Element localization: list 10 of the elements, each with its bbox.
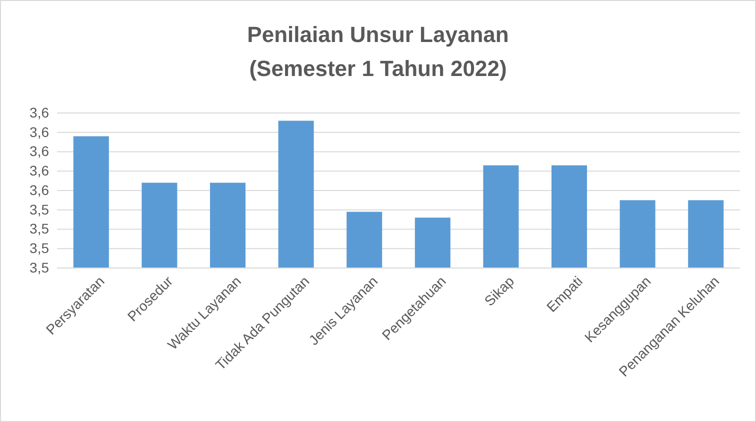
y-tick-label: 3,5 — [30, 240, 50, 256]
chart-title: Penilaian Unsur Layanan (Semester 1 Tahun 2022) — [247, 22, 509, 81]
y-tick-label: 3,6 — [30, 124, 50, 140]
y-tick-label: 3,6 — [30, 182, 50, 198]
y-tick-label: 3,6 — [30, 104, 50, 120]
y-tick-label: 3,5 — [30, 259, 50, 276]
y-tick-label: 3,5 — [30, 201, 50, 218]
y-tick-label: 3,6 — [30, 162, 50, 179]
y-tick-label: 3,5 — [30, 220, 50, 237]
y-tick-label: 3,6 — [30, 143, 50, 160]
